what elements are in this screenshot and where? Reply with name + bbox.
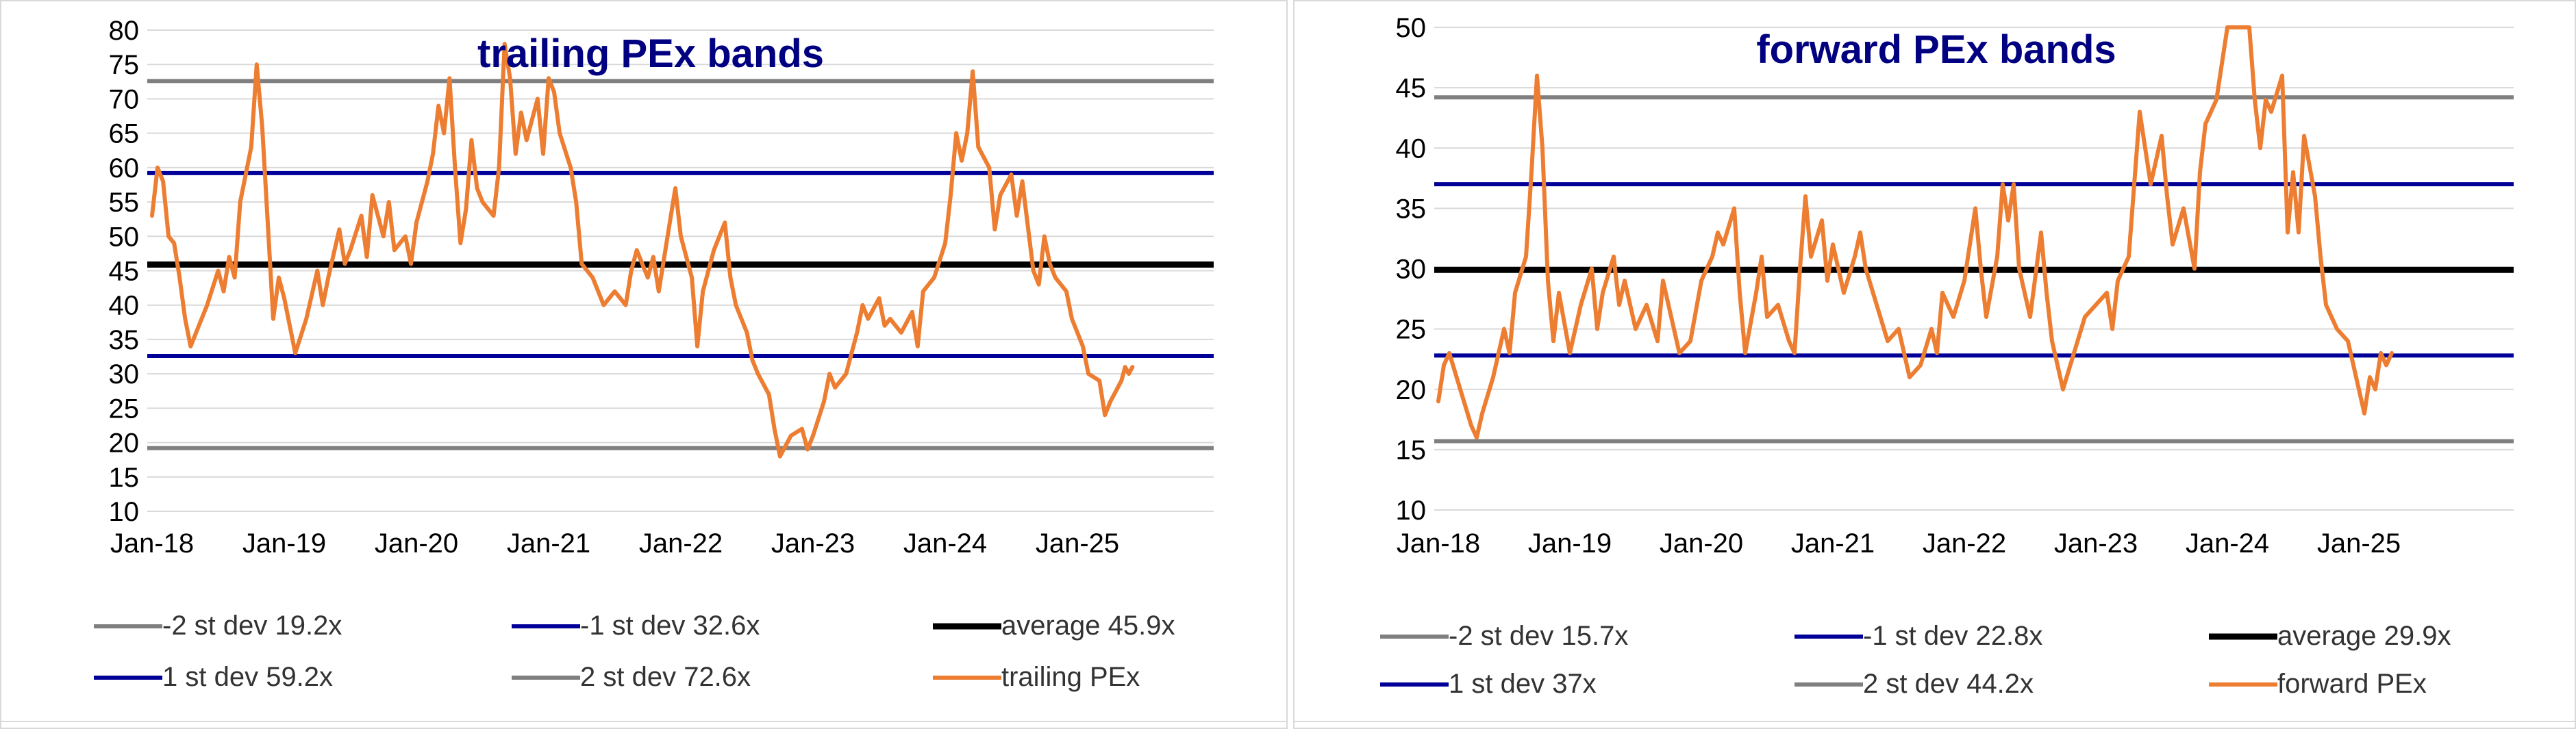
y-tick-label: 30 (109, 359, 140, 389)
legend-label: trailing PEx (1001, 662, 1140, 692)
series-line (1436, 25, 2394, 440)
panel-divider (1, 721, 1286, 722)
y-tick-label: 45 (1396, 73, 1427, 103)
y-tick-label: 65 (109, 119, 140, 149)
y-tick-label: 25 (109, 394, 140, 424)
x-tick-label: Jan-18 (1397, 528, 1480, 559)
legend: -2 st dev 19.2x -1 st dev 32.6x average 45… (94, 611, 1175, 692)
trailing-pe-chart-panel: 80 75 70 65 60 55 50 45 40 35 30 25 20 15 10 Jan-18 Jan-… (0, 0, 1288, 729)
y-tick-label: 75 (109, 50, 140, 80)
series-line (150, 42, 1135, 459)
y-tick-label: 45 (109, 257, 140, 287)
legend-label: -2 st dev 19.2x (162, 611, 342, 641)
y-tick-label: 40 (1396, 133, 1427, 164)
y-tick-label: 10 (109, 497, 140, 527)
x-tick-label: Jan-22 (639, 528, 723, 559)
y-tick-label: 25 (1396, 315, 1427, 345)
x-tick-label: Jan-18 (110, 528, 194, 559)
y-tick-label: 70 (109, 84, 140, 114)
x-tick-label: Jan-25 (1036, 528, 1119, 559)
legend-label: 1 st dev 37x (1449, 669, 1597, 699)
x-tick-label: Jan-19 (242, 528, 326, 559)
x-tick-label: Jan-24 (2186, 528, 2269, 559)
x-tick-label: Jan-20 (375, 528, 458, 559)
y-tick-label: 20 (1396, 375, 1427, 405)
chart-title: trailing PEx bands (477, 31, 824, 76)
y-tick-label: 10 (1396, 496, 1427, 526)
y-tick-label: 35 (109, 325, 140, 355)
forward-pe-chart-panel: 50 45 40 35 30 25 20 15 10 Jan-18 Jan-19 Jan-20 Jan-… (1293, 0, 2576, 729)
y-tick-label: 50 (1396, 13, 1427, 43)
x-tick-label: Jan-21 (1791, 528, 1875, 559)
legend-label: 1 st dev 59.2x (162, 662, 333, 692)
y-tick-label: 60 (109, 153, 140, 183)
y-tick-label: 55 (109, 188, 140, 218)
y-tick-label: 40 (109, 291, 140, 321)
y-tick-label: 20 (109, 429, 140, 459)
legend-label: -1 st dev 22.8x (1863, 621, 2042, 651)
x-tick-label: Jan-24 (903, 528, 987, 559)
x-tick-label: Jan-21 (507, 528, 590, 559)
legend-label: average 45.9x (1001, 611, 1175, 641)
x-tick-label: Jan-22 (1923, 528, 2006, 559)
x-tick-label: Jan-23 (771, 528, 855, 559)
chart-title: forward PEx bands (1756, 27, 2116, 72)
y-tick-label: 15 (109, 463, 140, 493)
y-tick-label: 50 (109, 222, 140, 252)
panel-divider (1295, 721, 2575, 722)
y-tick-label: 80 (109, 16, 140, 46)
x-tick-label: Jan-23 (2054, 528, 2138, 559)
band-lines (147, 79, 1214, 450)
legend-label: forward PEx (2277, 669, 2427, 699)
legend-label: -2 st dev 15.7x (1449, 621, 1628, 651)
y-tick-label: 30 (1396, 255, 1427, 285)
x-tick-label: Jan-25 (2317, 528, 2401, 559)
x-tick-label: Jan-20 (1660, 528, 1743, 559)
y-tick-label: 35 (1396, 194, 1427, 224)
x-tick-label: Jan-19 (1528, 528, 1612, 559)
legend-label: average 29.9x (2277, 621, 2451, 651)
y-tick-label: 15 (1396, 435, 1427, 465)
legend-label: 2 st dev 44.2x (1863, 669, 2034, 699)
gridlines (147, 29, 1214, 512)
legend-label: 2 st dev 72.6x (580, 662, 751, 692)
legend-label: -1 st dev 32.6x (580, 611, 760, 641)
legend: -2 st dev 15.7x -1 st dev 22.8x average 29… (1380, 621, 2451, 699)
